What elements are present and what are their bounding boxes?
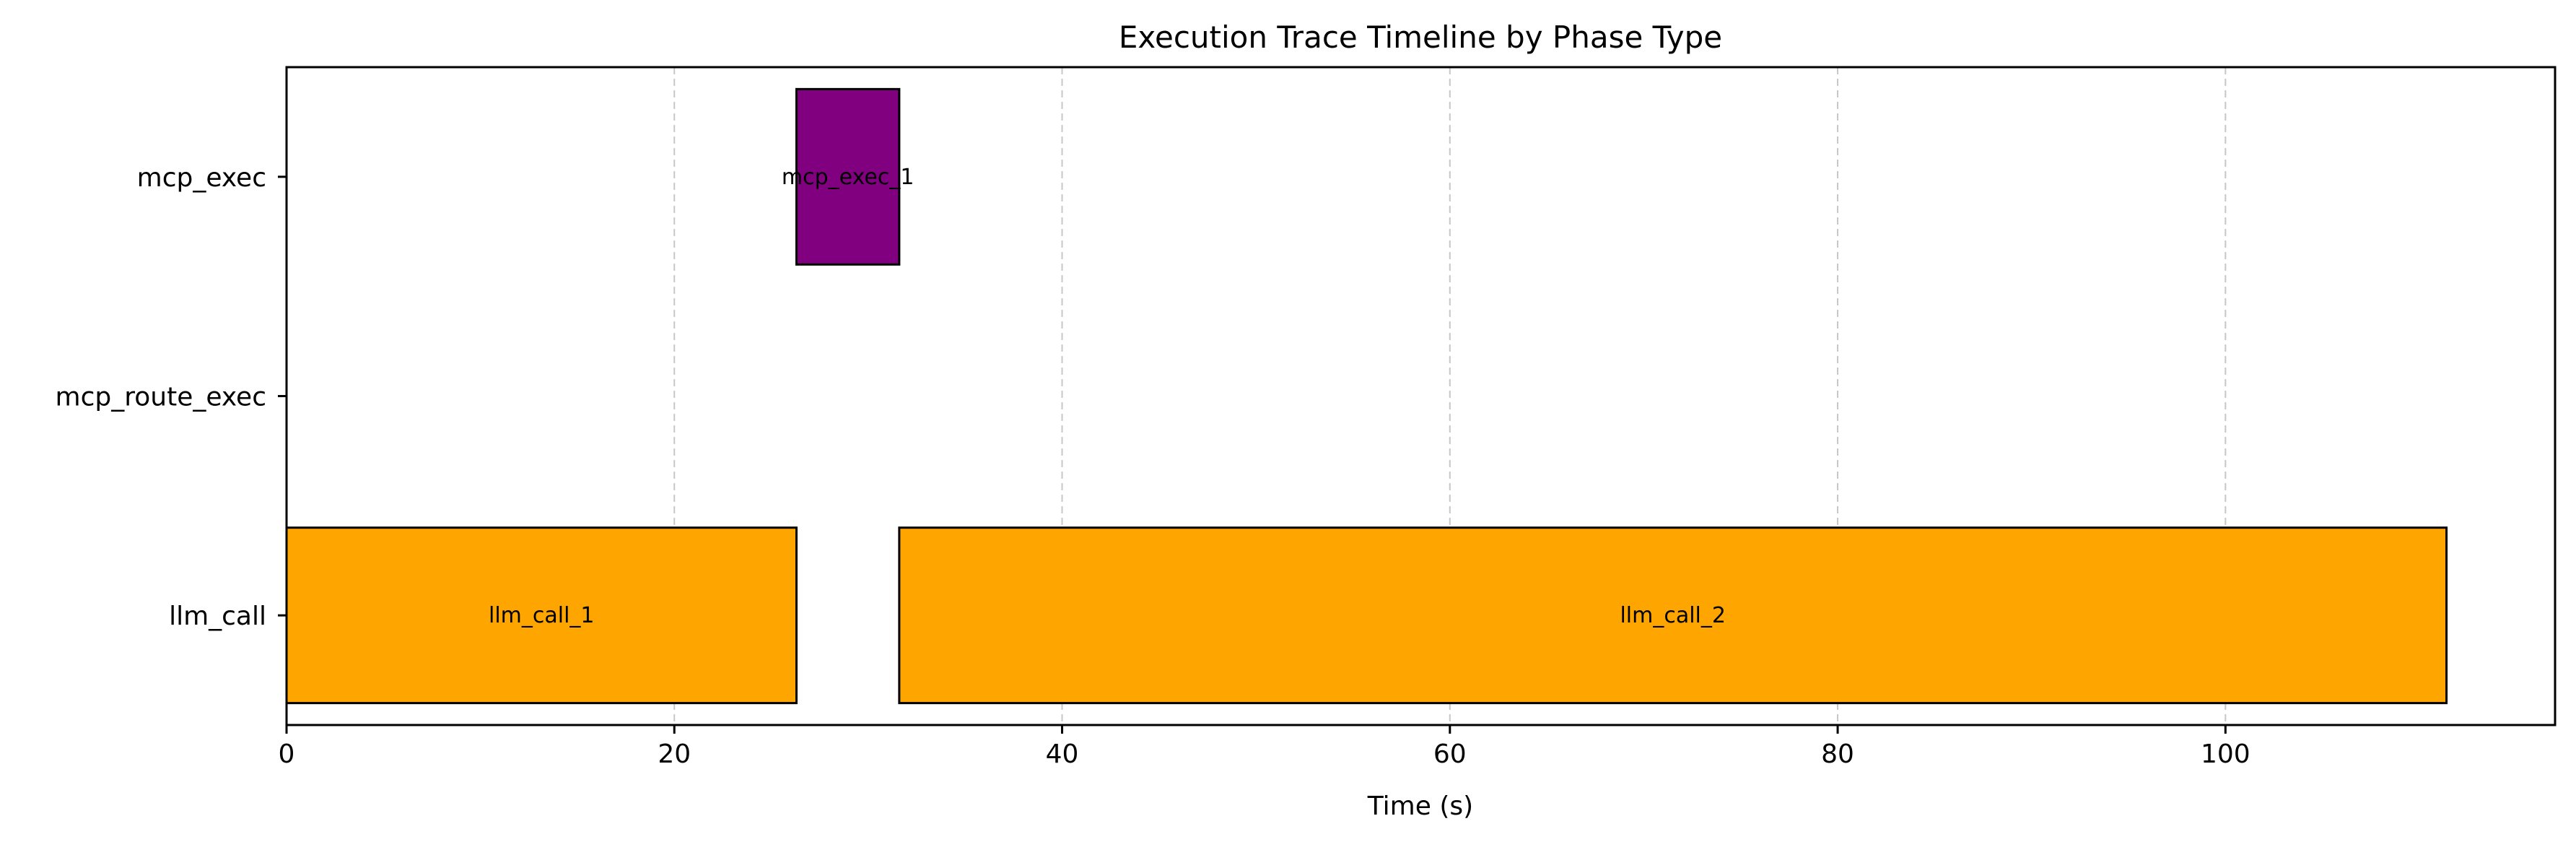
y-tick-label-mcp-route-exec: mcp_route_exec: [56, 383, 266, 412]
bar-label-llm-call-2: llm_call_2: [1620, 603, 1726, 628]
x-tick-label: 20: [658, 739, 691, 769]
x-axis-ticks: 0 20 40 60 80 100: [279, 725, 2250, 769]
x-axis-label: Time (s): [1367, 791, 1473, 821]
chart-title: Execution Trace Timeline by Phase Type: [1119, 19, 1722, 55]
bar-label-llm-call-1: llm_call_1: [489, 603, 595, 628]
y-tick-label-llm-call: llm_call: [169, 602, 266, 631]
x-tick-label: 40: [1046, 739, 1079, 769]
x-tick-label: 100: [2201, 739, 2250, 769]
bar-label-mcp-exec-1: mcp_exec_1: [782, 165, 914, 190]
x-tick-label: 80: [1821, 739, 1854, 769]
y-tick-label-mcp-exec: mcp_exec: [137, 163, 266, 193]
bars: llm_call_1 mcp_exec_1 llm_call_2: [285, 87, 2448, 705]
x-tick-label: 60: [1433, 739, 1467, 769]
y-axis-ticks: mcp_exec mcp_route_exec llm_call: [56, 163, 287, 631]
x-tick-label: 0: [279, 739, 295, 769]
bar-llm-call-2: [898, 526, 2448, 705]
bar-llm-call-1: [285, 526, 798, 705]
bar-mcp-exec-1: [795, 87, 901, 266]
